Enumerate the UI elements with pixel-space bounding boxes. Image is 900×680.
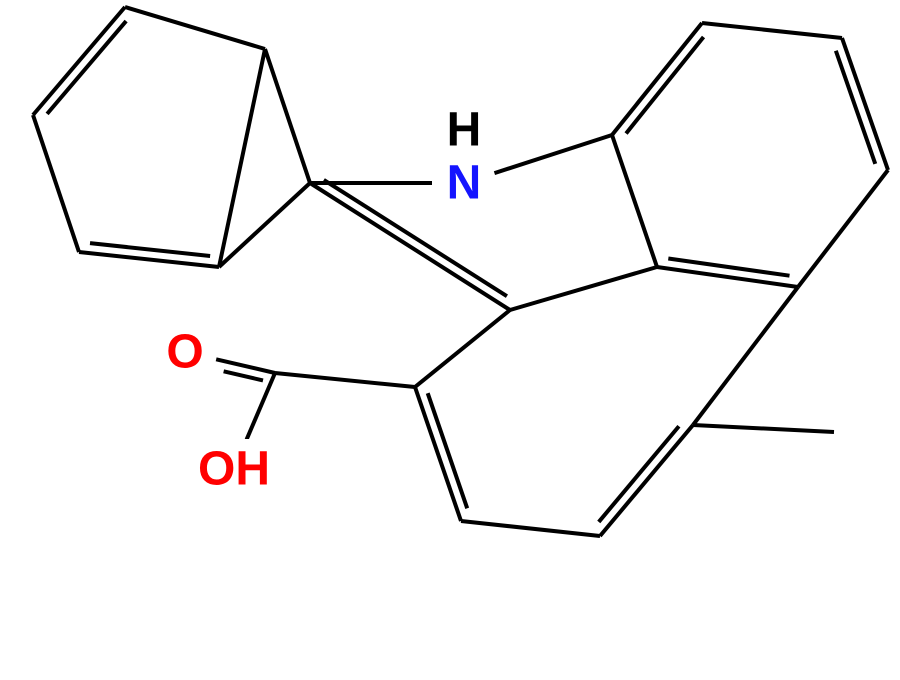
atom-label-O1: O <box>166 326 203 379</box>
atom-label-H1: H <box>447 104 482 157</box>
molecule-diagram: NH O OH <box>0 0 900 680</box>
atom-label-O2: OH <box>198 443 270 496</box>
atom-label-N1: N <box>447 157 482 210</box>
